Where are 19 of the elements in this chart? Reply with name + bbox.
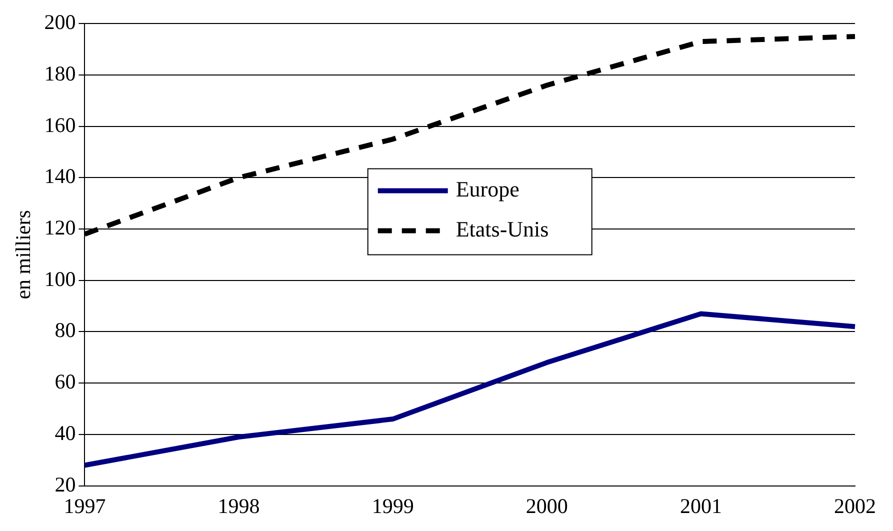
y-tick-label: 140	[44, 164, 76, 188]
legend-label: Europe	[456, 176, 520, 202]
y-tick-label: 160	[44, 112, 76, 137]
legend-label: Etats-Unis	[456, 216, 549, 242]
x-tick-label: 2000	[526, 494, 568, 518]
y-tick-label: 120	[44, 216, 76, 240]
x-tick-label: 1997	[64, 494, 106, 518]
x-tick-label: 2001	[680, 494, 722, 518]
y-tick-label: 100	[44, 266, 76, 291]
x-tick-label: 2002	[834, 494, 876, 518]
x-tick-label: 1998	[218, 494, 260, 518]
y-axis-title: en milliers	[11, 210, 36, 300]
y-tick-label: 80	[54, 318, 76, 342]
x-tick-label: 1999	[372, 494, 414, 518]
y-tick-label: 200	[44, 10, 76, 34]
y-tick-label: 180	[44, 61, 76, 86]
y-tick-label: 60	[54, 370, 76, 394]
y-tick-label: 20	[54, 472, 76, 496]
y-tick-label: 40	[54, 420, 76, 445]
